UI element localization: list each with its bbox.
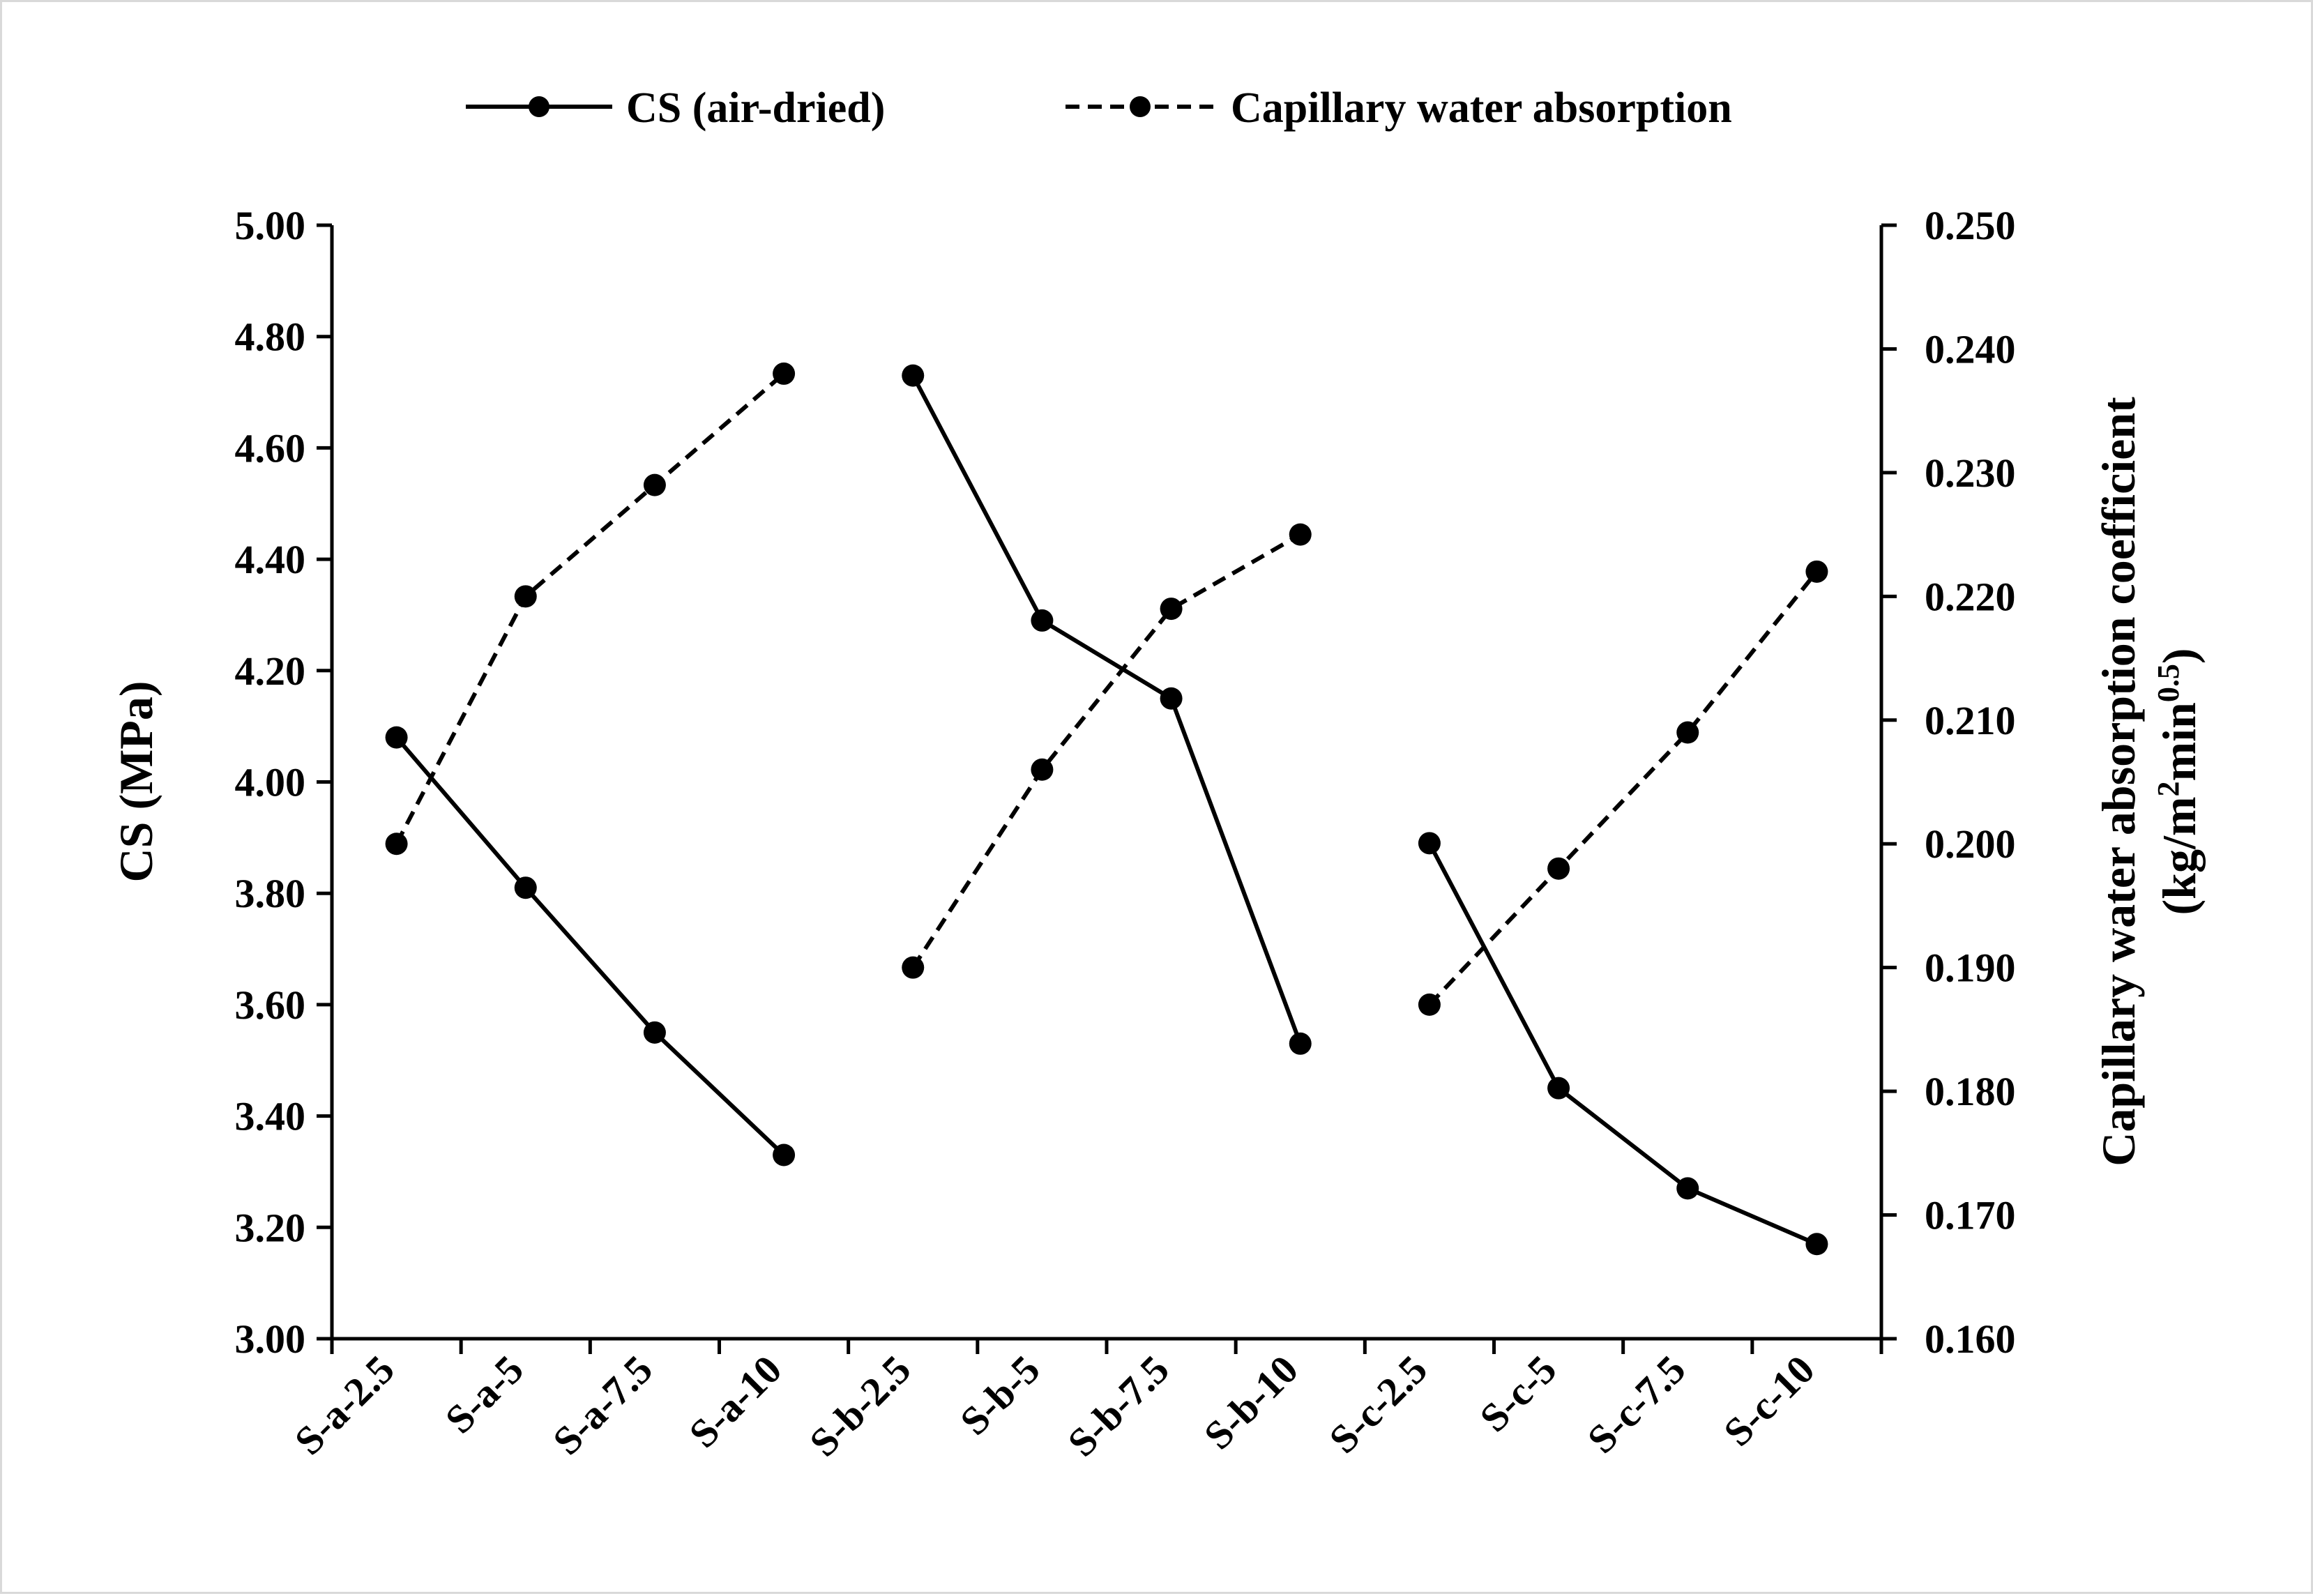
right-y-tick-label: 0.160 [1925,1316,2016,1362]
data-point-cwa-S-c-5 [1547,857,1570,880]
data-point-cwa-S-b-7.5 [1160,598,1183,621]
legend-cs-label: CS (air-dried) [626,84,885,132]
data-point-cs-S-a-5 [514,876,537,899]
series-line-cwa [1427,570,1819,1006]
right-y-tick-label: 0.230 [1925,450,2016,496]
left-y-tick-label: 4.80 [235,314,306,360]
data-point-cs-S-c-5 [1547,1077,1570,1100]
data-point-cwa-S-b-2.5 [902,956,925,979]
data-point-cs-S-c-2.5 [1418,832,1441,855]
x-category-label: S-b-5 [951,1346,1048,1443]
data-point-cs-S-a-7.5 [643,1021,666,1044]
series-cs [385,364,1828,1256]
left-y-tick-label: 4.20 [235,648,306,694]
left-y-tick-label: 4.40 [235,537,306,582]
legend-cs-marker [529,96,549,117]
data-point-cwa-S-b-5 [1031,758,1054,781]
left-y-ticks: 3.00 3.20 3.40 3.60 3.80 4.00 4.20 4.40 4.60 4.80… [235,203,332,1362]
x-category-label: S-c-2.5 [1321,1346,1436,1462]
data-point-cwa-S-c-10 [1805,560,1828,583]
right-y-tick-label: 0.210 [1925,698,2016,743]
legend-cwa-label: Capillary water absorption [1231,84,1732,132]
data-point-cwa-S-c-2.5 [1418,993,1441,1016]
data-point-cwa-S-a-5 [514,585,537,608]
data-point-cs-S-a-10 [773,1143,796,1166]
y2-unit-suffix: ) [2153,648,2206,664]
data-point-cwa-S-b-10 [1289,523,1312,546]
left-y-tick-label: 3.80 [235,871,306,916]
right-y-tick-label: 0.220 [1925,574,2016,619]
data-point-cs-S-c-10 [1805,1233,1828,1256]
legend-cwa-marker [1130,96,1151,117]
series-line-cs [1427,842,1818,1247]
left-y-tick-label: 5.00 [235,203,306,248]
data-point-cs-S-b-5 [1031,609,1054,632]
axes [330,225,1883,1341]
x-category-label: S-a-10 [681,1346,791,1457]
legend: CS (air-dried) Capillary water absorptio… [466,84,1732,132]
y2-unit-sup2: 0.5 [2151,664,2185,702]
right-y-tick-label: 0.240 [1925,326,2016,372]
data-point-cwa-S-a-7.5 [643,473,666,496]
right-y-tick-label: 0.190 [1925,945,2016,991]
x-category-label: S-a-7.5 [544,1346,661,1464]
data-point-cs-S-b-10 [1289,1032,1312,1055]
data-point-cwa-S-a-2.5 [385,833,408,856]
series-line-cwa [911,532,1302,969]
left-y-tick-label: 3.00 [235,1316,306,1362]
right-y-tick-label: 0.250 [1925,203,2016,248]
x-category-label: S-c-5 [1471,1346,1565,1441]
x-category-label: S-b-2.5 [801,1346,919,1465]
series-line-cs [911,374,1303,1044]
series-line-cwa [394,372,786,845]
x-category-label: S-a-5 [437,1346,532,1442]
x-category-label: S-b-7.5 [1059,1346,1178,1465]
data-point-cs-S-b-2.5 [902,364,925,387]
data-point-cwa-S-c-7.5 [1676,721,1699,744]
right-y-tick-label: 0.170 [1925,1193,2016,1238]
series-line-cs [395,736,786,1157]
left-y-tick-label: 3.60 [235,982,306,1028]
y2-unit-mid: min [2153,702,2206,781]
data-point-cs-S-b-7.5 [1160,687,1183,710]
x-category-label: S-b-10 [1195,1346,1307,1458]
left-y-tick-label: 3.20 [235,1205,306,1250]
left-y-tick-label: 3.40 [235,1094,306,1139]
y2-axis-title-line1: Capillary water absorption coefficient [2092,397,2145,1166]
x-category-label: S-c-7.5 [1579,1346,1694,1462]
right-y-tick-label: 0.180 [1925,1069,2016,1114]
data-point-cs-S-c-7.5 [1676,1177,1699,1200]
data-point-cs-S-a-2.5 [385,726,408,749]
x-ticks: S-a-2.5 S-a-5 S-a-7.5 S-a-10 S-b-2.5 S-b-5 S-b… [286,1339,1883,1465]
left-y-tick-label: 4.00 [235,760,306,805]
y-axis-title: CS (MPa) [109,681,162,883]
y2-axis-title-line2: (kg/m2min0.5) [2151,648,2206,915]
left-y-tick-label: 4.60 [235,425,306,471]
right-y-tick-label: 0.200 [1925,821,2016,867]
right-y-ticks: 0.160 0.170 0.180 0.190 0.200 0.210 0.220 0.230… [1881,203,2016,1362]
y2-unit-prefix: (kg/m [2153,797,2206,915]
y2-unit-sup1: 2 [2151,782,2185,797]
data-point-cwa-S-a-10 [773,362,796,385]
x-category-label: S-c-10 [1715,1346,1823,1454]
x-category-label: S-a-2.5 [286,1346,403,1464]
series-cwa [385,362,1828,1016]
